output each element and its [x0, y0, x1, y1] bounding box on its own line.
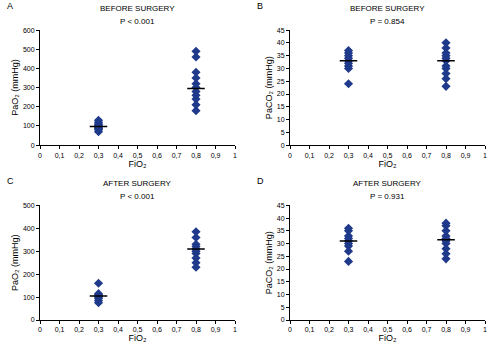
svg-text:35: 35: [277, 52, 285, 59]
svg-text:P < 0.001: P < 0.001: [120, 17, 155, 26]
svg-text:0,8: 0,8: [191, 152, 201, 159]
svg-text:0,7: 0,7: [422, 326, 432, 333]
svg-text:400: 400: [23, 65, 35, 72]
svg-text:500: 500: [23, 46, 35, 53]
svg-text:200: 200: [23, 103, 35, 110]
svg-text:0,6: 0,6: [152, 326, 162, 333]
svg-text:0,5: 0,5: [133, 152, 143, 159]
svg-text:25: 25: [277, 78, 285, 85]
svg-text:20: 20: [277, 90, 285, 97]
svg-text:100: 100: [23, 294, 35, 301]
svg-text:20: 20: [277, 265, 285, 272]
svg-text:0,2: 0,2: [324, 152, 334, 159]
svg-text:AFTER SURGERY: AFTER SURGERY: [353, 179, 422, 188]
svg-text:30: 30: [277, 65, 285, 72]
svg-text:0,3: 0,3: [94, 326, 104, 333]
svg-text:600: 600: [23, 27, 35, 34]
svg-text:FiO₂: FiO₂: [129, 159, 147, 169]
svg-text:BEFORE SURGERY: BEFORE SURGERY: [100, 4, 175, 13]
svg-text:100: 100: [23, 122, 35, 129]
svg-text:0,5: 0,5: [383, 326, 393, 333]
svg-text:D: D: [257, 176, 264, 186]
svg-text:10: 10: [277, 291, 285, 298]
svg-text:0,8: 0,8: [441, 326, 451, 333]
svg-text:C: C: [7, 176, 14, 186]
svg-text:0: 0: [288, 152, 292, 159]
svg-text:500: 500: [23, 202, 35, 209]
svg-text:200: 200: [23, 271, 35, 278]
svg-text:PaCO₂ (mmHg): PaCO₂ (mmHg): [264, 231, 274, 294]
svg-text:0: 0: [38, 152, 42, 159]
svg-text:0,1: 0,1: [305, 326, 315, 333]
svg-text:0,4: 0,4: [113, 326, 123, 333]
svg-text:15: 15: [277, 103, 285, 110]
svg-text:0,4: 0,4: [363, 326, 373, 333]
svg-text:A: A: [7, 1, 13, 11]
svg-text:1: 1: [233, 152, 237, 159]
svg-text:BEFORE SURGERY: BEFORE SURGERY: [350, 4, 425, 13]
svg-text:0,8: 0,8: [191, 326, 201, 333]
svg-text:0: 0: [281, 142, 285, 149]
svg-text:0,9: 0,9: [211, 326, 221, 333]
svg-text:0,9: 0,9: [461, 152, 471, 159]
svg-text:PaCO₂ (mmHg): PaCO₂ (mmHg): [264, 56, 274, 119]
svg-text:0,6: 0,6: [402, 152, 412, 159]
svg-text:15: 15: [277, 278, 285, 285]
svg-text:0,6: 0,6: [152, 152, 162, 159]
svg-text:0,4: 0,4: [363, 152, 373, 159]
svg-text:0,9: 0,9: [461, 326, 471, 333]
svg-text:P = 0.931: P = 0.931: [370, 192, 405, 201]
svg-text:5: 5: [281, 129, 285, 136]
svg-text:0: 0: [31, 316, 35, 323]
svg-text:25: 25: [277, 253, 285, 260]
svg-text:1: 1: [483, 326, 487, 333]
svg-text:0,7: 0,7: [172, 326, 182, 333]
svg-text:B: B: [257, 1, 263, 11]
svg-text:40: 40: [277, 215, 285, 222]
svg-text:FiO₂: FiO₂: [379, 159, 397, 169]
svg-text:45: 45: [277, 202, 285, 209]
svg-text:FiO₂: FiO₂: [379, 333, 397, 343]
svg-text:AFTER SURGERY: AFTER SURGERY: [103, 179, 172, 188]
svg-text:0,7: 0,7: [172, 152, 182, 159]
svg-text:0: 0: [38, 326, 42, 333]
svg-text:300: 300: [23, 84, 35, 91]
svg-text:35: 35: [277, 227, 285, 234]
svg-text:300: 300: [23, 248, 35, 255]
svg-text:45: 45: [277, 27, 285, 34]
svg-text:0,6: 0,6: [402, 326, 412, 333]
svg-text:0,1: 0,1: [305, 152, 315, 159]
svg-text:FiO₂: FiO₂: [129, 333, 147, 343]
svg-text:400: 400: [23, 225, 35, 232]
svg-text:0: 0: [31, 142, 35, 149]
svg-text:0,2: 0,2: [74, 326, 84, 333]
svg-text:0,5: 0,5: [383, 152, 393, 159]
svg-text:0,3: 0,3: [344, 152, 354, 159]
svg-text:0: 0: [281, 316, 285, 323]
svg-text:P < 0.001: P < 0.001: [120, 192, 155, 201]
svg-text:5: 5: [281, 304, 285, 311]
svg-text:30: 30: [277, 240, 285, 247]
svg-text:0,2: 0,2: [324, 326, 334, 333]
svg-text:0,1: 0,1: [55, 152, 65, 159]
svg-text:1: 1: [483, 152, 487, 159]
svg-text:10: 10: [277, 116, 285, 123]
svg-text:0,1: 0,1: [55, 326, 65, 333]
svg-text:0: 0: [288, 326, 292, 333]
svg-text:0,5: 0,5: [133, 326, 143, 333]
svg-text:0,4: 0,4: [113, 152, 123, 159]
svg-text:40: 40: [277, 39, 285, 46]
svg-text:0,3: 0,3: [94, 152, 104, 159]
svg-text:PaO₂ (mmHg): PaO₂ (mmHg): [10, 59, 20, 116]
svg-text:1: 1: [233, 326, 237, 333]
svg-text:P = 0.854: P = 0.854: [370, 17, 405, 26]
svg-text:0,7: 0,7: [422, 152, 432, 159]
svg-text:0,8: 0,8: [441, 152, 451, 159]
svg-text:0,3: 0,3: [344, 326, 354, 333]
svg-text:0,9: 0,9: [211, 152, 221, 159]
svg-text:0,2: 0,2: [74, 152, 84, 159]
svg-text:PaO₂ (mmHg): PaO₂ (mmHg): [10, 234, 20, 291]
